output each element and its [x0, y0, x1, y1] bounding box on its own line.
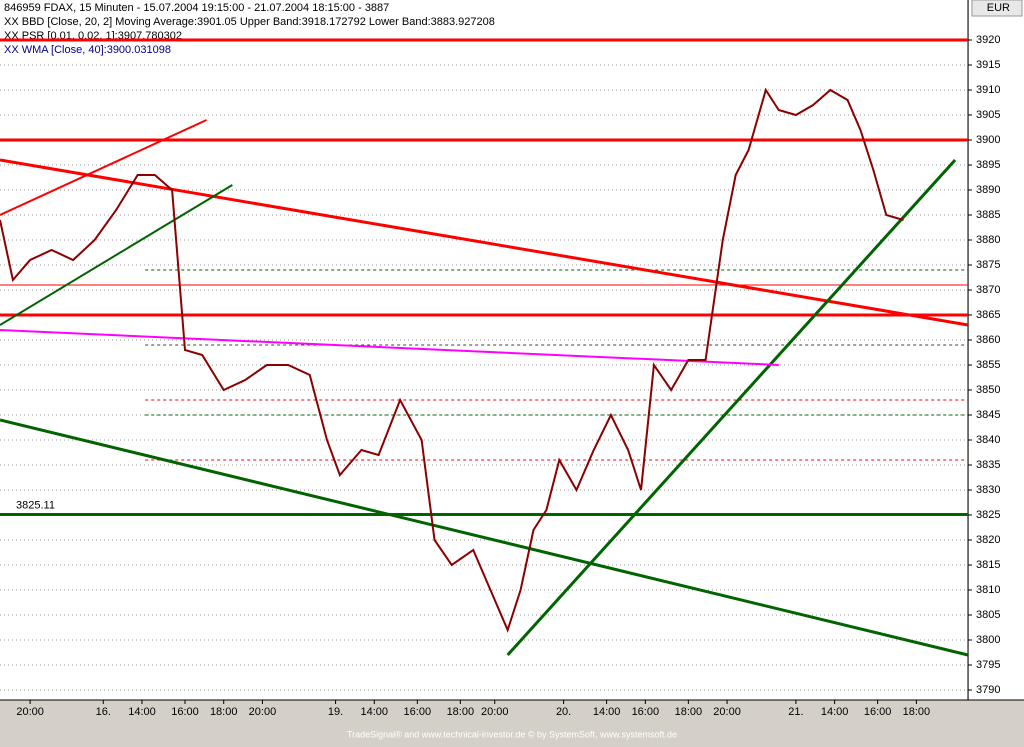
y-tick-label: 3885 — [976, 209, 1000, 221]
y-tick-label: 3805 — [976, 609, 1000, 621]
y-tick-label: 3830 — [976, 484, 1000, 496]
x-tick-label: 14:00 — [593, 706, 621, 718]
currency-box — [971, 0, 1023, 17]
x-tick-label: 19. — [328, 706, 343, 718]
x-tick-label: 20:00 — [481, 706, 509, 718]
y-tick-label: 3895 — [976, 159, 1000, 171]
x-tick-label: 14:00 — [361, 706, 389, 718]
x-tick-label: 16:00 — [404, 706, 432, 718]
y-tick-label: 3890 — [976, 184, 1000, 196]
trend-line — [0, 119, 207, 216]
y-tick-label: 3915 — [976, 59, 1000, 71]
y-tick-label: 3850 — [976, 384, 1000, 396]
x-tick-label: 20. — [556, 706, 571, 718]
trend-line — [0, 329, 779, 366]
header-line: XX WMA [Close, 40]:3900.031098 — [4, 44, 171, 56]
footer: TradeSignal® and www.technical-investor.… — [347, 729, 677, 739]
y-tick-label: 3875 — [976, 259, 1000, 271]
y-tick-label: 3860 — [976, 334, 1000, 346]
y-tick-label: 3845 — [976, 409, 1000, 421]
x-tick-label: 18:00 — [675, 706, 703, 718]
x-tick-label: 16:00 — [171, 706, 199, 718]
x-tick-label: 16:00 — [864, 706, 892, 718]
y-tick-label: 3820 — [976, 534, 1000, 546]
y-tick-label: 3835 — [976, 459, 1000, 471]
x-tick-label: 16. — [96, 706, 111, 718]
y-tick-label: 3840 — [976, 434, 1000, 446]
y-tick-label: 3880 — [976, 234, 1000, 246]
y-tick-label: 3790 — [976, 684, 1000, 696]
x-tick-label: 18:00 — [210, 706, 238, 718]
line-label: 3825.11 — [16, 499, 55, 511]
price-line — [0, 87, 904, 633]
x-tick-label: 20:00 — [713, 706, 741, 718]
x-tick-label: 14:00 — [821, 706, 849, 718]
trend-line — [506, 158, 957, 657]
x-tick-label: 20:00 — [249, 706, 277, 718]
x-tick-label: 14:00 — [128, 706, 156, 718]
trend-line — [0, 158, 969, 327]
y-tick-label: 3800 — [976, 634, 1000, 646]
y-tick-label: 3870 — [976, 284, 1000, 296]
y-tick-label: 3905 — [976, 109, 1000, 121]
x-tick-label: 21. — [788, 706, 803, 718]
y-tick-label: 3795 — [976, 659, 1000, 671]
y-tick-label: 3855 — [976, 359, 1000, 371]
axis-area — [969, 0, 1024, 700]
x-tick-label: 18:00 — [903, 706, 931, 718]
y-tick-label: 3810 — [976, 584, 1000, 596]
x-tick-label: 16:00 — [632, 706, 660, 718]
y-tick-label: 3910 — [976, 84, 1000, 96]
y-tick-label: 3825 — [976, 509, 1000, 521]
trend-line — [0, 418, 969, 657]
y-tick-label: 3900 — [976, 134, 1000, 146]
y-tick-label: 3865 — [976, 309, 1000, 321]
header-line: XX BBD [Close, 20, 2] Moving Average:390… — [4, 16, 495, 28]
currency: EUR — [987, 2, 1010, 14]
header-line: 846959 FDAX, 15 Minuten - 15.07.2004 19:… — [4, 2, 389, 14]
y-tick-label: 3815 — [976, 559, 1000, 571]
y-tick-label: 3920 — [976, 34, 1000, 46]
x-tick-label: 18:00 — [447, 706, 475, 718]
plot-area — [0, 0, 968, 700]
x-tick-label: 20:00 — [16, 706, 44, 718]
trend-line — [0, 184, 233, 326]
